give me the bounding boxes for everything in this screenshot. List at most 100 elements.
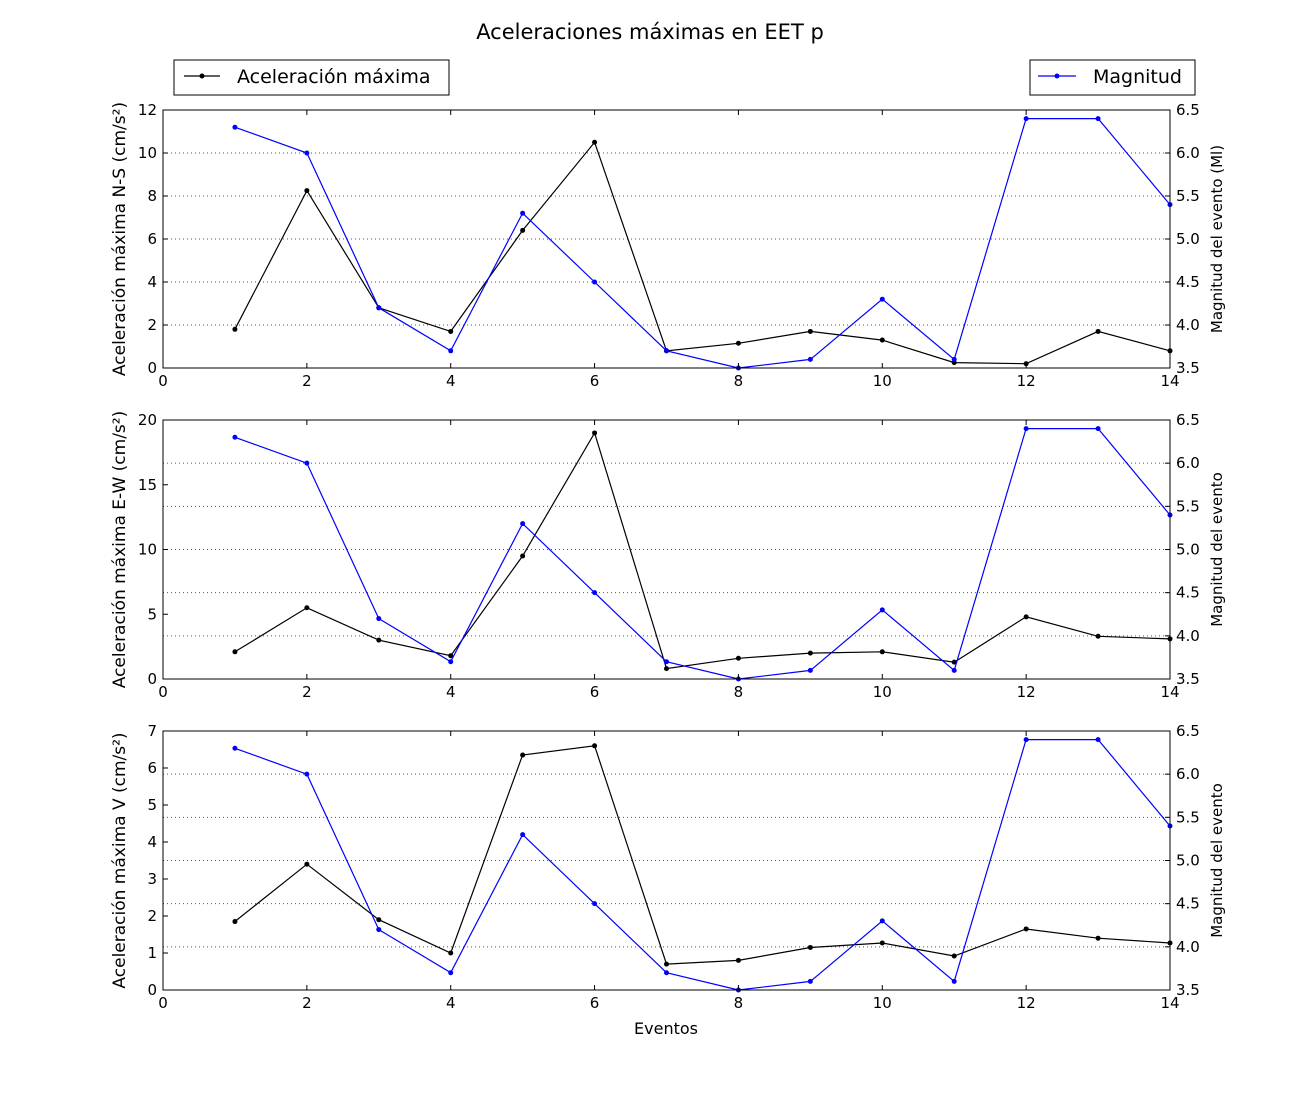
plot-frame-ns	[162, 109, 1171, 369]
x-tick-label-v-8: 8	[734, 994, 744, 1012]
y-tick-label-ew-0: 0	[147, 670, 157, 688]
point-ns-magnitude-5	[520, 210, 526, 216]
point-ew-magnitude-5	[520, 521, 526, 527]
legend-left-frame	[173, 59, 450, 96]
point-v-acceleration-13	[1095, 935, 1101, 941]
y-axis-label-v: Aceleración máxima V (cm/s²)	[110, 732, 130, 988]
series-line-v-acceleration	[234, 745, 1171, 965]
legend-right-marker	[1054, 73, 1060, 79]
point-ns-magnitude-12	[1023, 116, 1029, 122]
point-ns-magnitude-11	[951, 356, 957, 362]
point-v-acceleration-4	[448, 950, 454, 956]
y2-tick-label-ns-4.0: 4.0	[1176, 316, 1200, 334]
point-ew-acceleration-9	[807, 650, 813, 656]
point-ew-acceleration-8	[735, 655, 741, 661]
y2-tick-label-ew-6.5: 6.5	[1176, 411, 1200, 429]
panel-ns: 0 2 4 6 8 10 12 14 0 2 4 6 8 10 12 3.5 4.0 4.5 5.0 5.5 6.0 6.…	[110, 101, 1226, 390]
series-line-ew-magnitude	[234, 428, 1171, 680]
x-tick-label-ns-8: 8	[734, 372, 744, 390]
y-tick-label-ns-6: 6	[147, 230, 157, 248]
x-tick-label-ew-14: 14	[1160, 683, 1179, 701]
legend-left-label: Aceleración máxima	[237, 66, 430, 88]
point-v-acceleration-9	[807, 944, 813, 950]
x-tick-label-v-10: 10	[873, 994, 892, 1012]
series-line-v-magnitude	[234, 738, 1171, 991]
point-ew-acceleration-10	[879, 649, 885, 655]
x-tick-label-v-0: 0	[158, 994, 168, 1012]
point-ns-acceleration-1	[232, 326, 238, 332]
point-v-magnitude-7	[664, 970, 669, 976]
point-ns-magnitude-3	[376, 305, 382, 311]
legend-right-label: Magnitud	[1093, 66, 1182, 88]
y2-tick-label-v-4.0: 4.0	[1176, 938, 1200, 956]
y2-tick-label-v-3.5: 3.5	[1176, 981, 1200, 999]
y2-tick-label-ns-6.0: 6.0	[1176, 144, 1200, 162]
y-tick-label-v-7: 7	[147, 722, 157, 740]
x-tick-label-ew-4: 4	[446, 683, 456, 701]
x-tick-label-v-2: 2	[302, 994, 312, 1012]
figure-title: Aceleraciones máximas en EET p	[476, 20, 824, 44]
y-tick-label-ns-12: 12	[138, 101, 157, 119]
point-v-magnitude-6	[592, 901, 598, 907]
point-ew-magnitude-3	[376, 616, 382, 622]
y-tick-label-v-1: 1	[147, 944, 157, 962]
y2-axis-label-ns: Magnitud del evento (Ml)	[1208, 145, 1226, 333]
point-ew-acceleration-13	[1095, 633, 1101, 639]
y2-tick-label-ns-4.5: 4.5	[1176, 273, 1200, 291]
y2-tick-label-ew-4.5: 4.5	[1176, 584, 1200, 602]
point-ns-acceleration-9	[807, 328, 813, 334]
legend-left-marker	[199, 73, 205, 79]
y2-axis-label-v: Magnitud del evento	[1208, 783, 1226, 938]
x-tick-label-ew-12: 12	[1017, 683, 1036, 701]
y-tick-label-v-0: 0	[147, 981, 157, 999]
y-tick-label-ns-0: 0	[147, 359, 157, 377]
point-v-acceleration-1	[232, 919, 238, 925]
point-ew-magnitude-11	[951, 667, 957, 673]
point-ns-acceleration-5	[520, 227, 526, 233]
point-ew-acceleration-11	[951, 659, 957, 665]
panel-ew: 0 2 4 6 8 10 12 14 0 5 10 15 20 3.5 4.0 4.5 5.0 5.5 6.0 6.5…	[110, 411, 1226, 701]
point-ns-magnitude-13	[1095, 116, 1101, 122]
point-v-magnitude-13	[1095, 737, 1101, 743]
y2-tick-label-ew-6.0: 6.0	[1176, 454, 1200, 472]
y-tick-label-ew-15: 15	[138, 476, 157, 494]
point-v-magnitude-10	[879, 918, 885, 924]
point-v-acceleration-12	[1023, 926, 1029, 932]
point-ns-acceleration-13	[1095, 328, 1101, 334]
y2-tick-label-v-4.5: 4.5	[1176, 895, 1200, 913]
x-tick-label-ns-2: 2	[302, 372, 312, 390]
x-axis-label: Eventos	[634, 1019, 698, 1038]
point-ns-acceleration-6	[592, 139, 598, 145]
point-v-magnitude-11	[951, 978, 957, 984]
point-v-acceleration-7	[664, 961, 669, 967]
point-v-acceleration-6	[592, 743, 598, 749]
x-tick-label-v-12: 12	[1017, 994, 1036, 1012]
point-ew-acceleration-4	[448, 653, 454, 659]
x-tick-label-ns-12: 12	[1017, 372, 1036, 390]
point-ew-acceleration-2	[304, 605, 310, 611]
point-ns-magnitude-1	[232, 124, 238, 130]
point-ew-magnitude-4	[448, 659, 454, 665]
point-v-magnitude-3	[376, 927, 382, 933]
point-ew-magnitude-10	[879, 607, 885, 613]
point-ew-magnitude-2	[304, 460, 310, 466]
y2-tick-label-v-6.0: 6.0	[1176, 765, 1200, 783]
y-tick-label-v-2: 2	[147, 907, 157, 925]
y2-tick-label-v-5.5: 5.5	[1176, 808, 1200, 826]
point-ew-magnitude-7	[664, 659, 669, 665]
y-tick-label-ew-5: 5	[147, 605, 157, 623]
y2-tick-label-ew-3.5: 3.5	[1176, 670, 1200, 688]
y-tick-label-v-3: 3	[147, 870, 157, 888]
x-tick-label-ew-6: 6	[590, 683, 600, 701]
point-ns-magnitude-6	[592, 279, 598, 285]
point-ew-acceleration-12	[1023, 614, 1029, 620]
y2-tick-label-ns-3.5: 3.5	[1176, 359, 1200, 377]
point-ns-magnitude-10	[879, 296, 885, 302]
point-ew-magnitude-1	[232, 434, 238, 440]
point-ns-acceleration-8	[735, 340, 741, 346]
x-tick-label-v-4: 4	[446, 994, 456, 1012]
y2-tick-label-ew-5.5: 5.5	[1176, 497, 1200, 515]
point-ns-acceleration-2	[304, 188, 310, 194]
point-ew-acceleration-6	[592, 430, 598, 436]
